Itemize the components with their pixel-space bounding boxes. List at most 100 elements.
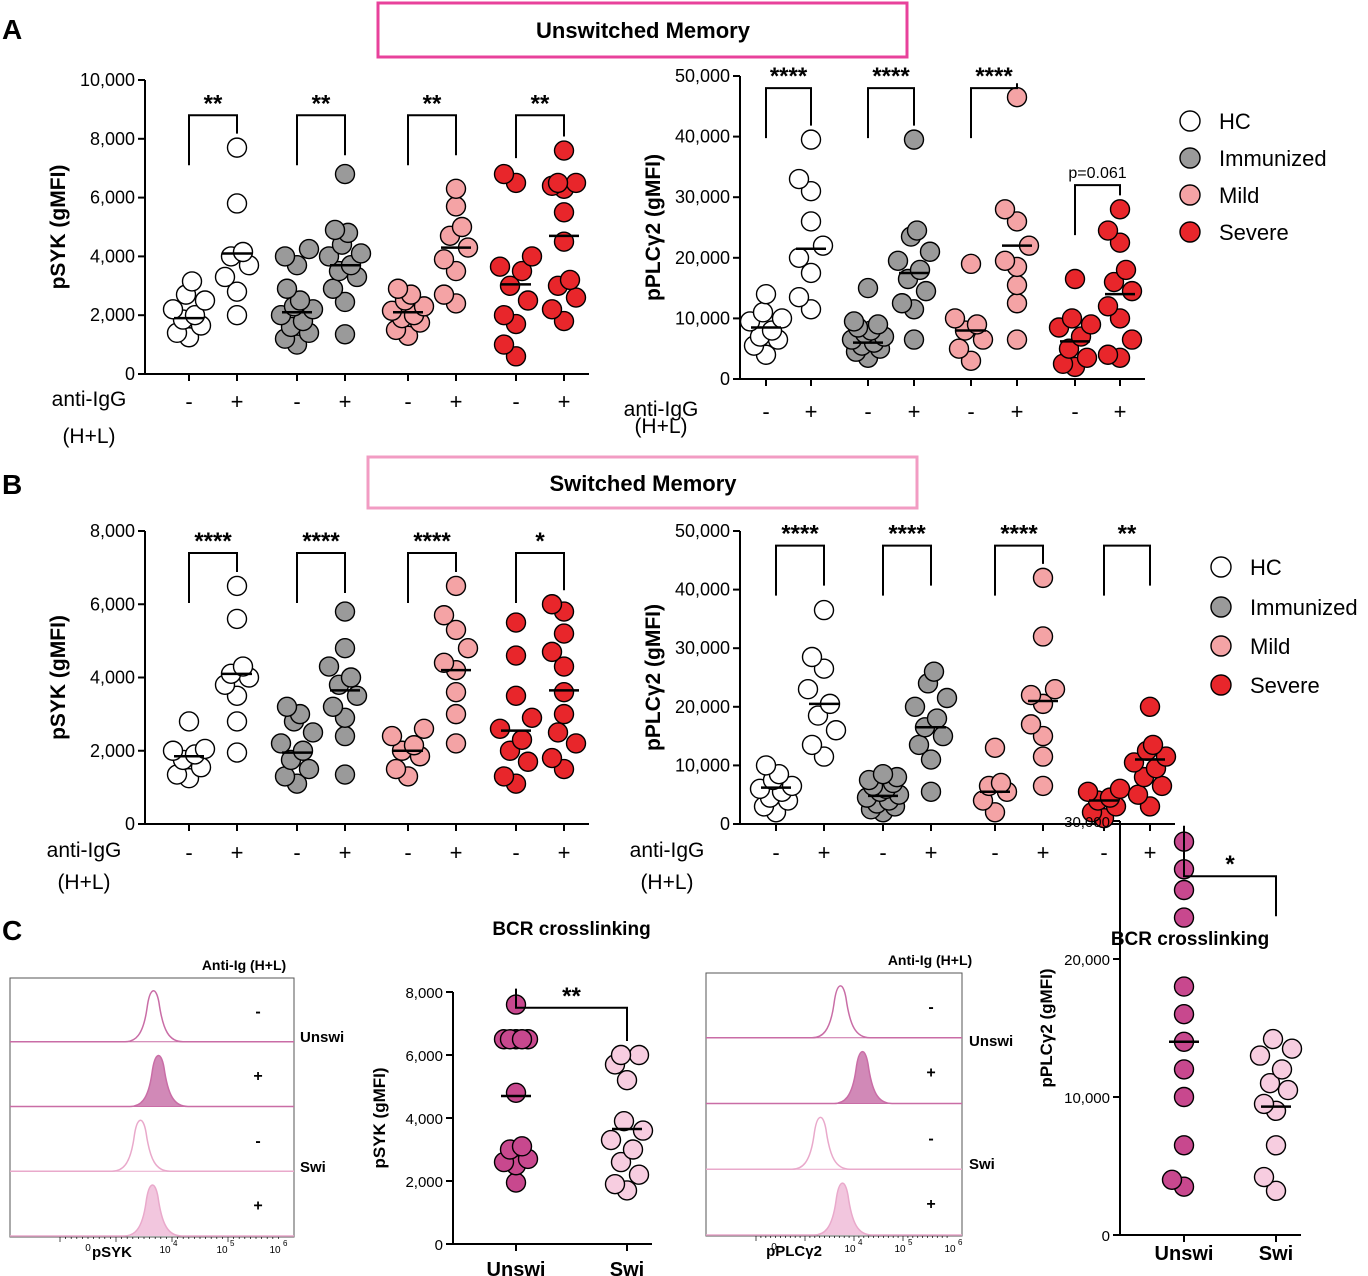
data-point <box>493 305 515 326</box>
data-point <box>1109 199 1131 220</box>
data-point <box>1161 1169 1183 1191</box>
data-point <box>1271 1059 1293 1080</box>
data-point <box>387 278 409 299</box>
legend-marker <box>1210 635 1232 657</box>
stim-sign: + <box>450 840 463 865</box>
histogram-frame <box>9 977 295 1238</box>
stim-sign: - <box>512 840 519 865</box>
y-tick-label: 2,000 <box>90 741 135 761</box>
data-point <box>511 1136 533 1157</box>
data-point <box>801 646 823 668</box>
significance-label: **** <box>194 528 232 555</box>
data-point <box>334 764 356 785</box>
data-point <box>1006 293 1028 314</box>
chart-switched-psyk: 0 2,000 4,000 6,000 8,000 pSYK (gMFI) - + - + - + - +… <box>47 521 589 894</box>
data-point <box>322 278 344 299</box>
data-point <box>906 220 928 241</box>
data-point <box>318 246 340 267</box>
histogram-curve <box>10 1054 294 1108</box>
switched-title-box <box>366 455 919 510</box>
y-axis-title: pSYK (gMFI) <box>370 1067 389 1168</box>
data-point <box>610 1151 632 1173</box>
stim-sign: + <box>450 389 463 414</box>
data-point <box>318 656 340 677</box>
histogram-curve <box>706 1182 962 1236</box>
data-point <box>1173 1004 1195 1025</box>
data-point <box>232 656 254 677</box>
data-point <box>800 299 822 320</box>
data-point <box>298 238 320 260</box>
data-point <box>324 219 346 241</box>
histogram-tick-exponent: 6 <box>958 1238 963 1247</box>
significance-bracket <box>188 114 238 166</box>
data-point <box>920 749 942 770</box>
data-point <box>632 1120 654 1141</box>
stim-sign: - <box>762 399 769 424</box>
y-axis-title: pSYK (gMFI) <box>47 615 70 740</box>
legend-marker <box>1179 184 1201 206</box>
y-tick-label: 6,000 <box>90 188 135 208</box>
data-point <box>340 667 362 688</box>
data-point <box>788 247 810 268</box>
histogram-tick-label: 10 <box>844 1244 856 1255</box>
significance-bracket <box>1183 825 1277 917</box>
y-tick-label: 0 <box>720 814 730 834</box>
significance-bracket <box>882 544 932 596</box>
data-point <box>1173 976 1195 997</box>
histogram-curve <box>10 990 294 1043</box>
histogram-sign: + <box>253 1068 262 1085</box>
y-tick-label: 8,000 <box>90 129 135 149</box>
data-point <box>1253 1093 1275 1115</box>
histogram-tick-label: 10 <box>269 1245 281 1256</box>
significance-label: **** <box>888 521 926 548</box>
significance-bracket <box>994 544 1044 596</box>
legend-label: Immunized <box>1219 146 1327 171</box>
data-point <box>781 775 803 797</box>
data-point <box>1115 259 1137 281</box>
histogram-header: Anti-Ig (H+L) <box>202 957 286 973</box>
stim-sign: + <box>231 389 244 414</box>
data-point <box>1076 347 1098 368</box>
data-point <box>433 605 455 626</box>
significance-bracket <box>188 551 238 603</box>
y-tick-label: 4,000 <box>90 668 135 688</box>
significance-label: **** <box>413 528 451 555</box>
data-point <box>1265 1135 1287 1156</box>
histogram-curve <box>10 1184 294 1237</box>
data-point <box>334 324 356 345</box>
stim-label: anti-IgG <box>47 839 122 862</box>
stim-sign: - <box>185 389 192 414</box>
data-point <box>292 740 314 761</box>
data-point <box>521 707 543 728</box>
data-point <box>994 250 1016 272</box>
data-point <box>944 308 966 329</box>
data-point <box>908 734 930 756</box>
data-point <box>755 283 777 305</box>
y-tick-label: 0 <box>720 369 730 389</box>
y-axis-title: pSYK (gMFI) <box>47 165 70 290</box>
stim-sign: + <box>1144 840 1157 865</box>
data-point <box>457 638 479 659</box>
stim-label-2: (H+L) <box>62 425 115 448</box>
histogram-x-title: pSYK <box>92 1244 132 1261</box>
legend-label: Severe <box>1250 673 1320 698</box>
significance-label: **** <box>770 63 808 90</box>
data-point <box>616 1069 638 1091</box>
panel-label-c: C <box>2 915 22 946</box>
stim-sign: - <box>404 389 411 414</box>
data-point <box>926 708 948 729</box>
stim-sign: - <box>185 840 192 865</box>
data-point <box>600 1129 622 1151</box>
data-point <box>226 281 248 302</box>
data-point <box>1121 329 1143 350</box>
switched-title: Switched Memory <box>549 471 737 496</box>
data-point <box>1006 329 1028 350</box>
data-point <box>553 202 575 223</box>
data-point <box>541 747 563 769</box>
significance-label: **** <box>1000 521 1038 548</box>
y-tick-label: 6,000 <box>405 1048 443 1065</box>
data-point <box>553 681 575 703</box>
data-point <box>565 287 587 308</box>
significance-bracket <box>765 87 812 139</box>
